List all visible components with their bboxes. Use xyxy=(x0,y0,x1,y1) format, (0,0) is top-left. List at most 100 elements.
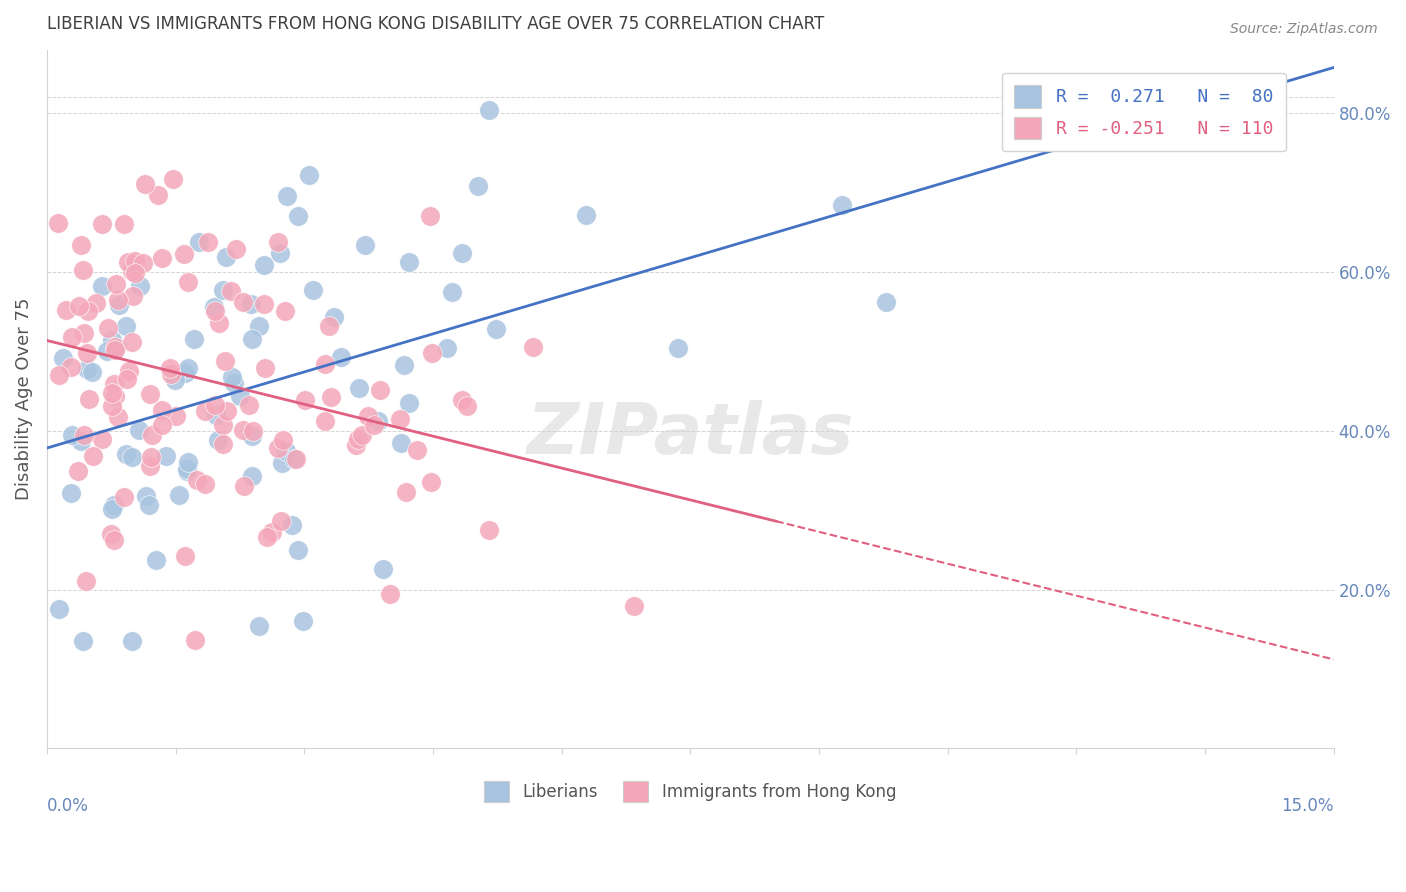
Point xyxy=(247,619,270,633)
Point xyxy=(118,364,141,378)
Point xyxy=(330,351,353,365)
Point xyxy=(225,242,247,256)
Point xyxy=(253,297,276,311)
Point xyxy=(67,299,90,313)
Point xyxy=(451,392,474,407)
Point xyxy=(240,297,263,311)
Point xyxy=(72,634,94,648)
Point xyxy=(398,255,420,269)
Point xyxy=(75,574,97,589)
Point xyxy=(253,258,276,272)
Point xyxy=(112,217,135,231)
Point xyxy=(318,318,340,333)
Point xyxy=(233,479,256,493)
Point xyxy=(77,392,100,406)
Point xyxy=(90,217,112,231)
Point xyxy=(59,360,82,375)
Point xyxy=(46,216,69,230)
Point xyxy=(138,498,160,512)
Point xyxy=(281,517,304,532)
Point xyxy=(371,562,394,576)
Point xyxy=(150,251,173,265)
Point xyxy=(150,402,173,417)
Point xyxy=(344,438,367,452)
Point xyxy=(139,450,162,464)
Point xyxy=(323,310,346,324)
Point xyxy=(103,498,125,512)
Point xyxy=(352,428,374,442)
Point xyxy=(194,476,217,491)
Point xyxy=(194,404,217,418)
Point xyxy=(392,359,415,373)
Point xyxy=(121,334,143,349)
Point xyxy=(55,302,77,317)
Point xyxy=(97,321,120,335)
Point xyxy=(207,433,229,447)
Point xyxy=(405,443,427,458)
Point xyxy=(357,409,380,423)
Point xyxy=(90,279,112,293)
Point xyxy=(117,255,139,269)
Point xyxy=(184,632,207,647)
Point xyxy=(419,209,441,223)
Point xyxy=(240,428,263,442)
Point xyxy=(173,247,195,261)
Point xyxy=(176,464,198,478)
Point xyxy=(177,276,200,290)
Point xyxy=(441,285,464,299)
Point xyxy=(666,341,689,355)
Point xyxy=(72,262,94,277)
Point xyxy=(100,527,122,541)
Point xyxy=(104,389,127,403)
Point xyxy=(253,361,276,376)
Point xyxy=(141,428,163,442)
Point xyxy=(60,486,83,500)
Point xyxy=(238,398,260,412)
Point xyxy=(160,367,183,381)
Point xyxy=(115,447,138,461)
Point xyxy=(274,444,297,458)
Point xyxy=(121,634,143,648)
Point xyxy=(269,246,291,260)
Point xyxy=(101,399,124,413)
Point xyxy=(101,333,124,347)
Point xyxy=(202,300,225,314)
Point xyxy=(115,318,138,333)
Point xyxy=(145,553,167,567)
Point xyxy=(456,399,478,413)
Point xyxy=(389,436,412,450)
Point xyxy=(214,353,236,368)
Point xyxy=(215,404,238,418)
Point xyxy=(208,316,231,330)
Point xyxy=(186,473,208,487)
Point xyxy=(285,452,308,467)
Point xyxy=(270,514,292,528)
Point xyxy=(115,372,138,386)
Point xyxy=(287,209,309,223)
Point xyxy=(271,433,294,447)
Point xyxy=(354,238,377,252)
Point xyxy=(176,461,198,475)
Point xyxy=(187,235,209,249)
Point xyxy=(105,342,128,356)
Point xyxy=(242,424,264,438)
Point xyxy=(363,418,385,433)
Text: 0.0%: 0.0% xyxy=(46,797,89,815)
Point xyxy=(107,409,129,424)
Point xyxy=(287,542,309,557)
Point xyxy=(146,187,169,202)
Point xyxy=(121,264,143,278)
Point xyxy=(314,357,336,371)
Point xyxy=(395,485,418,500)
Point xyxy=(107,293,129,307)
Text: Source: ZipAtlas.com: Source: ZipAtlas.com xyxy=(1230,22,1378,37)
Point xyxy=(76,345,98,359)
Point xyxy=(467,178,489,193)
Point xyxy=(52,351,75,365)
Point xyxy=(367,414,389,428)
Point xyxy=(422,346,444,360)
Point xyxy=(260,524,283,539)
Point xyxy=(177,455,200,469)
Point xyxy=(875,294,897,309)
Point xyxy=(60,428,83,442)
